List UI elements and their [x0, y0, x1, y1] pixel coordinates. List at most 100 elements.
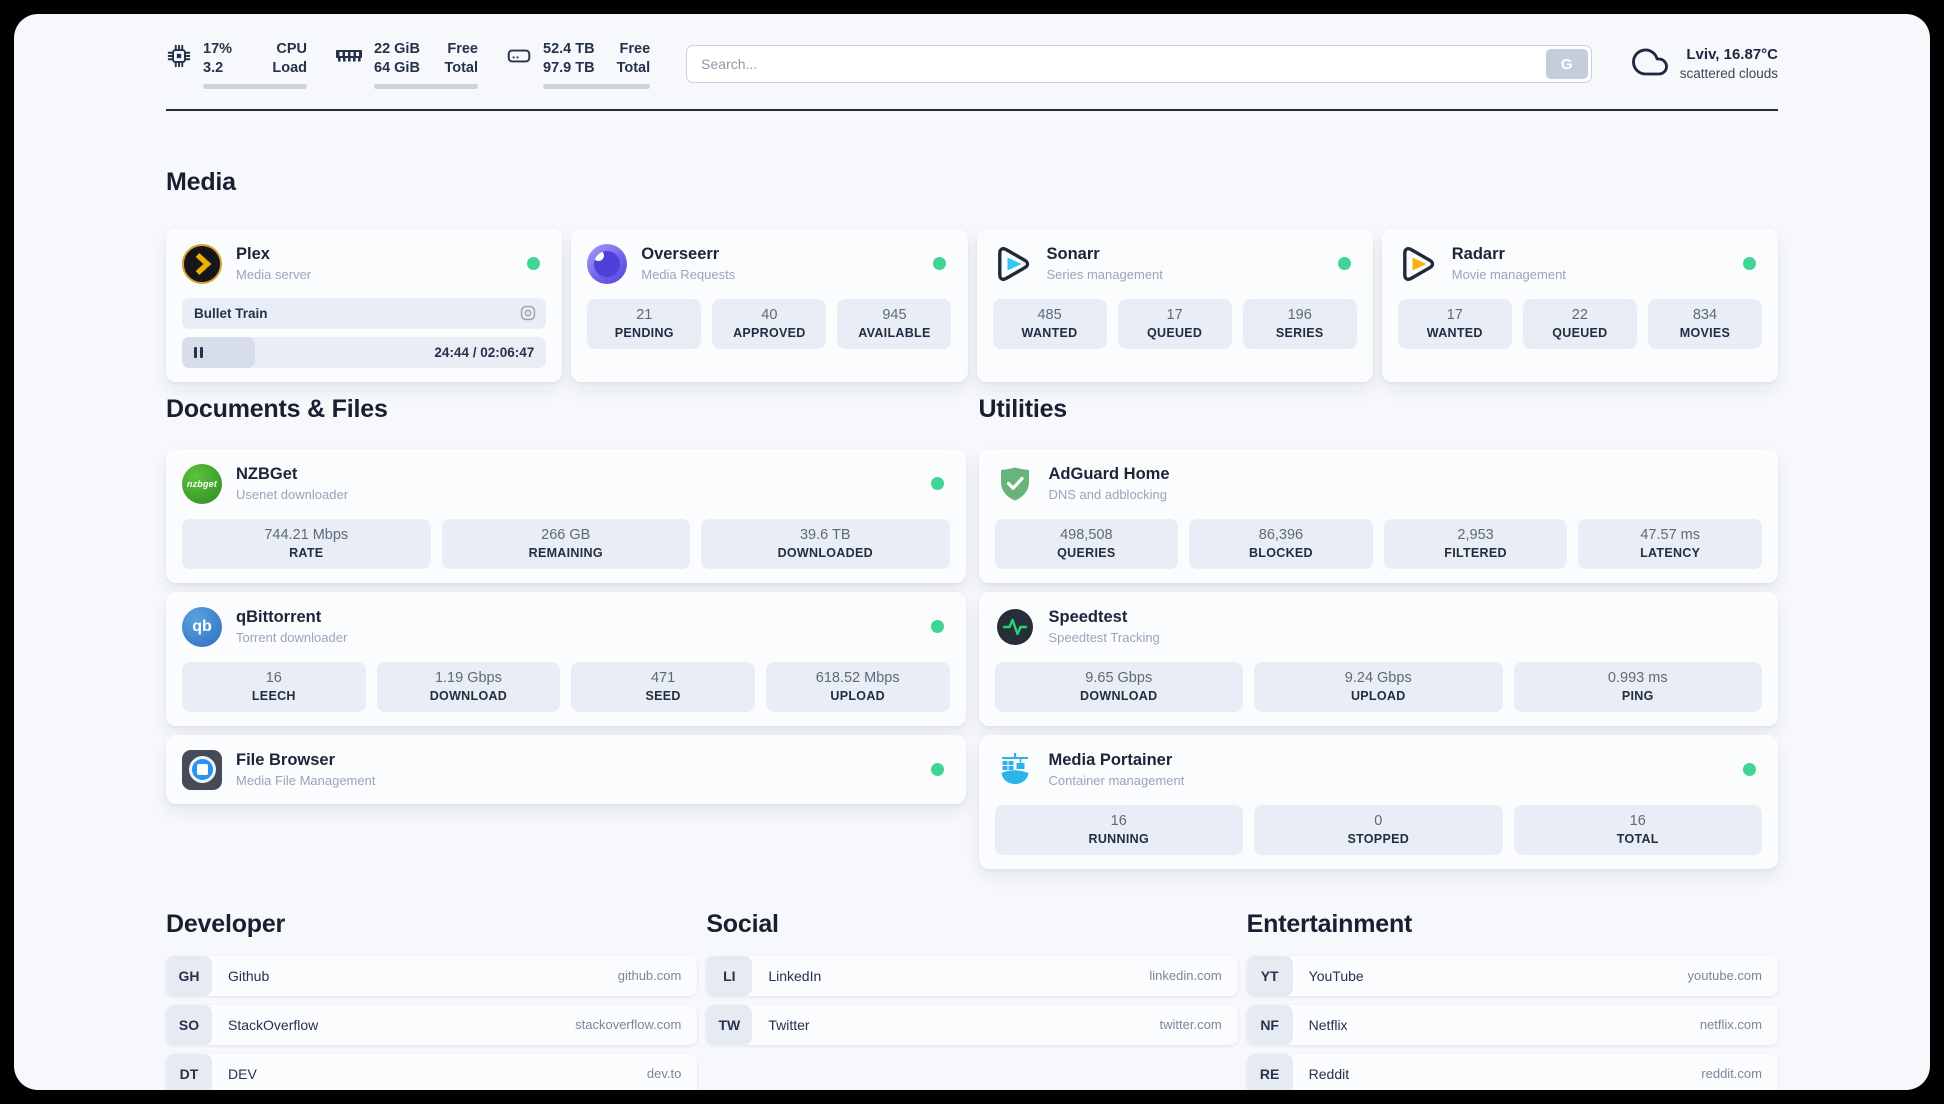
stat-approved: 40 APPROVED [712, 298, 827, 349]
radarr-icon [1398, 244, 1438, 284]
stat-value: 9.24 Gbps [1344, 670, 1412, 687]
stat-label: QUERIES [1057, 546, 1116, 561]
section-utilities: Utilities AdGuard Home DNS and adblockin… [978, 394, 1778, 869]
status-dot [1743, 763, 1756, 777]
bookmark-abbr: GH [166, 955, 212, 996]
stat-value: 21 [636, 307, 653, 324]
search-engine-button[interactable]: G [1545, 49, 1588, 80]
stat-label: SEED [645, 689, 681, 704]
memory-free-label: Free [447, 41, 478, 57]
stat-value: 86,396 [1258, 527, 1304, 544]
app-card-filebrowser[interactable]: File Browser Media File Management [166, 734, 966, 804]
bookmark-netflix[interactable]: NF Netflix netflix.com [1246, 1004, 1778, 1045]
app-card-qbittorrent[interactable]: qb qBittorrent Torrent downloader 16 LEE… [166, 591, 966, 726]
bookmarks-developer: Developer GH Github github.com SO StackO… [166, 909, 698, 1090]
stat-value: 744.21 Mbps [264, 527, 349, 544]
now-playing-title: Bullet Train [194, 305, 268, 321]
bookmark-abbr: DT [166, 1053, 212, 1090]
status-dot [930, 620, 944, 634]
bookmark-github[interactable]: GH Github github.com [166, 955, 698, 996]
app-subtitle: Series management [1046, 266, 1163, 282]
system-stats: 17% CPU 3.2 Load 22 GiB Free 64 GiB Tota… [166, 40, 651, 89]
bookmark-abbr: TW [706, 1004, 753, 1045]
stat-remaining: 266 GB REMAINING [441, 518, 690, 569]
pause-icon[interactable] [194, 346, 203, 358]
stat-value: 16 [265, 670, 282, 687]
app-subtitle: DNS and adblocking [1048, 486, 1168, 502]
now-playing-row: Bullet Train [182, 297, 547, 329]
memory-total-label: Total [444, 59, 478, 76]
weather-widget: Lviv, 16.87°C scattered clouds [1631, 44, 1778, 85]
stat-label: QUEUED [1552, 326, 1608, 341]
stat-label: REMAINING [528, 546, 603, 561]
app-subtitle: Movie management [1451, 266, 1566, 282]
stat-label: DOWNLOADED [777, 546, 873, 561]
stat-label: LATENCY [1640, 546, 1701, 561]
storage-icon [506, 43, 532, 74]
app-card-portainer[interactable]: Media Portainer Container management 16 … [978, 734, 1778, 869]
stat-value: 22 [1571, 307, 1588, 324]
bookmark-label: Github [228, 967, 270, 984]
section-media: Media Plex Media server Bullet Train [166, 167, 1778, 382]
bookmark-twitter[interactable]: TW Twitter twitter.com [706, 1004, 1238, 1045]
stat-label: UPLOAD [1350, 689, 1406, 704]
memory-total-value: 64 GiB [374, 59, 420, 76]
stat-value: 0 [1374, 813, 1383, 830]
app-title: Plex [236, 245, 270, 264]
app-title: NZBGet [236, 465, 298, 484]
filebrowser-icon [182, 749, 222, 790]
top-bar: 17% CPU 3.2 Load 22 GiB Free 64 GiB Tota… [166, 40, 1778, 89]
app-title: AdGuard Home [1048, 465, 1170, 484]
plex-icon [182, 243, 222, 284]
bookmark-abbr: YT [1246, 955, 1293, 996]
app-card-nzbget[interactable]: nzbget NZBGet Usenet downloader 744.21 M… [166, 448, 966, 583]
entertainment-section-title: Entertainment [1246, 909, 1413, 938]
stat-value: 2,953 [1457, 527, 1494, 544]
stat-label: AVAILABLE [858, 326, 931, 341]
app-card-sonarr[interactable]: Sonarr Series management 485 WANTED 17 Q… [976, 228, 1373, 382]
documents-section-title: Documents & Files [166, 394, 388, 423]
search-input[interactable] [686, 45, 1592, 84]
app-title: Radarr [1451, 245, 1505, 264]
storage-free-value: 52.4 TB [543, 41, 595, 57]
app-card-plex[interactable]: Plex Media server Bullet Train 24:44 / 0… [166, 228, 563, 382]
app-card-adguard[interactable]: AdGuard Home DNS and adblocking 498,508 … [978, 448, 1778, 583]
bookmark-dev[interactable]: DT DEV dev.to [166, 1053, 698, 1090]
storage-total-value: 97.9 TB [543, 59, 595, 76]
bookmark-youtube[interactable]: YT YouTube youtube.com [1246, 955, 1778, 996]
stat-value: 16 [1110, 813, 1127, 830]
status-dot [930, 763, 944, 777]
playback-time: 24:44 / 02:06:47 [434, 344, 535, 360]
playback-progress-fill [182, 336, 255, 368]
status-dot [930, 477, 944, 491]
memory-icon [335, 43, 363, 72]
app-card-overseerr[interactable]: Overseerr Media Requests 21 PENDING 40 A… [571, 228, 968, 382]
speedtest-icon [995, 607, 1035, 647]
bookmark-reddit[interactable]: RE Reddit reddit.com [1246, 1053, 1778, 1090]
app-card-speedtest[interactable]: Speedtest Speedtest Tracking 9.65 Gbps D… [978, 591, 1778, 726]
app-title: qBittorrent [236, 608, 322, 627]
bookmark-url: github.com [617, 968, 682, 984]
status-dot [527, 257, 541, 271]
stat-label: LEECH [251, 689, 296, 704]
cpu-stat-group: 17% CPU 3.2 Load [166, 40, 307, 89]
stat-value: 39.6 TB [799, 527, 851, 544]
stat-label: STOPPED [1347, 832, 1410, 847]
stat-value: 17 [1166, 307, 1183, 324]
stat-label: WANTED [1021, 326, 1078, 341]
bookmark-stackoverflow[interactable]: SO StackOverflow stackoverflow.com [166, 1004, 698, 1045]
stat-label: RUNNING [1088, 832, 1149, 847]
section-documents: Documents & Files nzbget NZBGet Usenet d… [166, 394, 966, 869]
stat-wanted: 17 WANTED [1397, 298, 1512, 349]
playback-progress-bar: 24:44 / 02:06:47 [182, 336, 547, 368]
app-card-radarr[interactable]: Radarr Movie management 17 WANTED 22 QUE… [1381, 228, 1778, 382]
stat-available: 945 AVAILABLE [837, 298, 952, 349]
bookmark-linkedin[interactable]: LI LinkedIn linkedin.com [706, 955, 1238, 996]
stat-queued: 22 QUEUED [1522, 298, 1637, 349]
stat-label: MOVIES [1679, 326, 1731, 341]
stat-label: WANTED [1426, 326, 1483, 341]
app-subtitle: Torrent downloader [236, 629, 348, 645]
app-title: Overseerr [641, 245, 720, 264]
bookmark-label: DEV [228, 1065, 257, 1082]
storage-progress-bar [543, 83, 651, 89]
